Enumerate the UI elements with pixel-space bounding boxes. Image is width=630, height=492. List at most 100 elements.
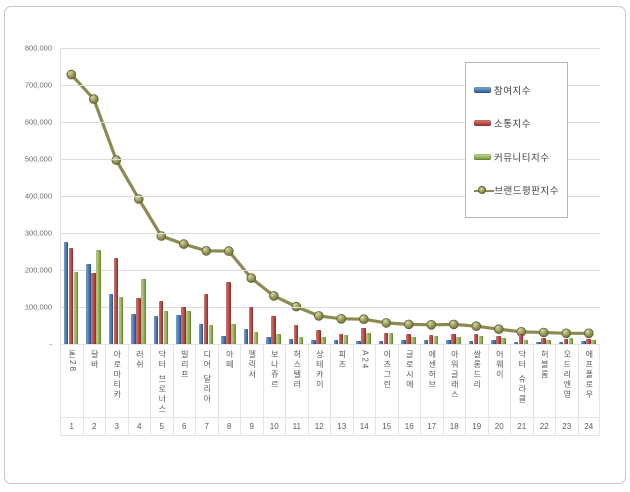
bar-소통지수 [338, 333, 344, 344]
bar-커뮤니티지수 [321, 337, 326, 344]
category-cell: 닥터 슈라클 [510, 344, 533, 418]
bar-소통지수 [361, 327, 366, 344]
bar-참여지수 [266, 336, 271, 344]
line-marker [538, 327, 549, 338]
bar-참여지수 [63, 241, 69, 344]
bar-소통지수 [518, 334, 524, 344]
line-marker [381, 318, 392, 328]
rank-cell: 19 [465, 418, 488, 436]
y-axis-tick-label: 600,000 [24, 117, 52, 127]
rank-cell: 3 [105, 418, 128, 436]
y-axis-tick-label: - [49, 339, 53, 349]
rank-cell: 23 [555, 418, 578, 436]
legend-item-커뮤니티지수: 커뮤니티지수 [474, 150, 559, 164]
bar-참여지수 [288, 338, 294, 344]
bar-커뮤니티지수 [546, 339, 551, 344]
category-cell: 멜릭서 [240, 344, 263, 418]
rank-cell: 2 [82, 418, 105, 436]
rank-cell: 6 [172, 418, 195, 436]
line-marker [111, 155, 122, 165]
category-label: 오드리엔영 [562, 350, 572, 400]
line-marker [66, 69, 77, 80]
bar-소통지수 [248, 307, 254, 344]
category-label: 톤28 [67, 350, 77, 373]
bar-참여지수 [311, 339, 316, 344]
legend-label: 커뮤니티지수 [494, 152, 550, 164]
legend-label: 브랜드평판지수 [494, 186, 559, 198]
line-marker [471, 321, 482, 332]
category-cell: 에센허브 [420, 344, 443, 418]
bar-소통지수 [428, 335, 434, 344]
legend-item-참여지수: 참여지수 [474, 83, 559, 97]
category-label: 쌀롱드리 [472, 350, 482, 390]
category-label: 빌리프 [180, 350, 190, 380]
bar-소통지수 [68, 248, 74, 344]
rank-cell: 15 [375, 418, 398, 436]
bar-참여지수 [243, 329, 249, 344]
bar-커뮤니티지수 [433, 335, 439, 344]
bar-커뮤니티지수 [231, 324, 236, 344]
line-marker [179, 239, 189, 249]
category-label: 보나쥬르 [270, 350, 280, 390]
gridline [60, 85, 600, 86]
category-cell: 쌀롱드리 [465, 344, 488, 418]
bar-커뮤니티지수 [141, 279, 146, 344]
rank-cell: 16 [397, 418, 420, 436]
category-cell: 디어 달리아 [195, 344, 218, 418]
category-label: 글로시에 [405, 350, 415, 390]
bar-참여지수 [176, 315, 181, 344]
rank-cell: 5 [150, 418, 173, 436]
category-cell: 톤28 [60, 344, 83, 418]
bar-소통지수 [136, 297, 141, 344]
bar-커뮤니티지수 [276, 334, 281, 344]
bar-참여지수 [491, 340, 496, 344]
line-marker [426, 319, 437, 330]
category-label: 아로마티카 [112, 350, 122, 400]
category-label: 에센허브 [427, 350, 437, 390]
rank-cell: 7 [195, 418, 218, 436]
bar-참여지수 [558, 342, 564, 344]
line-marker [89, 94, 99, 104]
bar-커뮤니티지수 [411, 336, 416, 344]
bar-소통지수 [226, 281, 231, 344]
category-label: 에프폴로우 [584, 350, 594, 400]
category-label: A24 [360, 350, 370, 371]
category-cell: 빌리프 [172, 344, 195, 418]
bar-소통지수 [316, 329, 321, 344]
bar-소통지수 [181, 307, 186, 344]
category-label: 허블롬 [540, 350, 550, 380]
bar-커뮤니티지수 [163, 310, 169, 344]
y-axis-tick-label: 200,000 [24, 265, 52, 275]
bar-참여지수 [513, 341, 519, 344]
rank-cell: 11 [285, 418, 308, 436]
category-label: 닥터 브로너스 [157, 350, 167, 415]
rank-cell: 9 [240, 418, 263, 436]
y-axis-tick-label: 300,000 [24, 228, 52, 238]
gridline [60, 48, 600, 49]
y-axis-line [60, 48, 61, 344]
bar-소통지수 [383, 332, 389, 344]
legend-label: 참여지수 [494, 85, 531, 97]
category-cell: 보나쥬르 [262, 344, 285, 418]
bar-소통지수 [293, 324, 299, 344]
bar-커뮤니티지수 [366, 332, 371, 344]
bar-소통지수 [473, 334, 479, 344]
category-cell: 허스텔러 [285, 344, 308, 418]
gridline [60, 307, 600, 308]
category-label: 어웨이 [495, 350, 505, 380]
gridline [60, 122, 600, 123]
rank-cell: 21 [510, 418, 533, 436]
bar-참여지수 [153, 316, 159, 344]
bar-소통지수 [113, 258, 119, 344]
category-label: 이즈그린 [382, 350, 392, 390]
rank-cell: 18 [442, 418, 465, 436]
bar-소통지수 [271, 315, 276, 344]
bar-커뮤니티지수 [298, 336, 304, 344]
rank-cell: 14 [352, 418, 375, 436]
bar-소통지수 [496, 335, 501, 344]
bar-참여지수 [356, 341, 361, 344]
category-cell: 피즈 [330, 344, 353, 418]
category-cell: 아떼 [217, 344, 240, 418]
category-cell: 에프폴로우 [577, 344, 600, 418]
bar-참여지수 [108, 294, 114, 344]
